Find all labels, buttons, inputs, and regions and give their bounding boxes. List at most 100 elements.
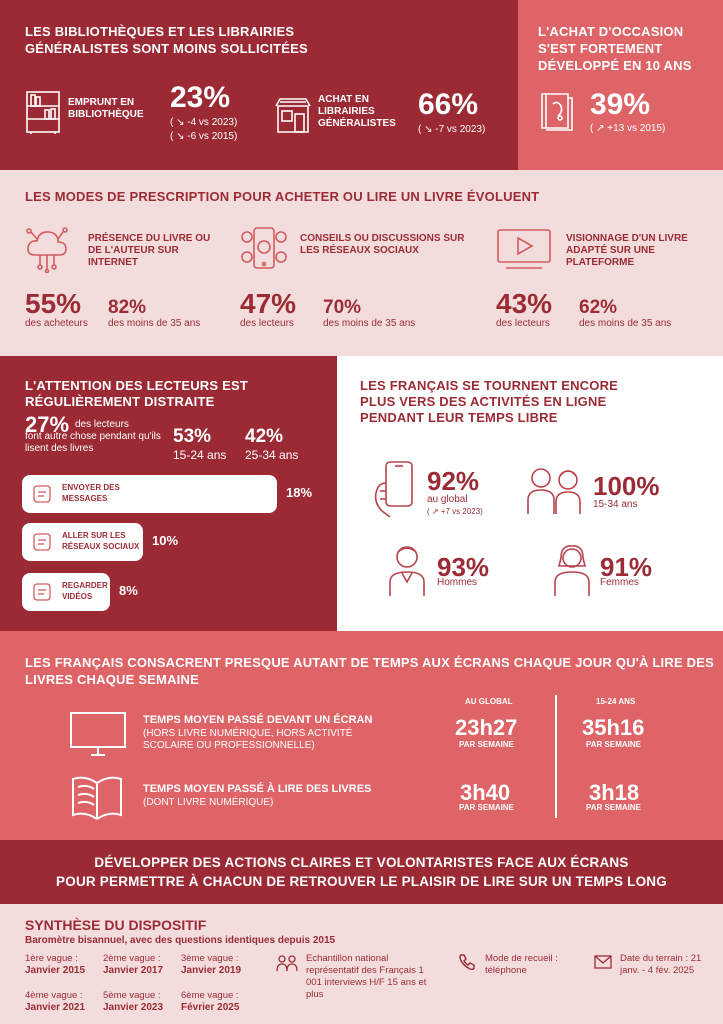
young-online-value: 100% xyxy=(593,471,660,501)
collection-mode: Mode de recueil : téléphone xyxy=(485,953,558,976)
internet-presence-label: PRÉSENCE DU LIVRE OU DE L'AUTEUR SUR INT… xyxy=(88,233,211,268)
methodology-section: SYNTHÈSE DU DISPOSITIF Baromètre bisannu… xyxy=(0,904,723,1024)
video-adaptation-label: VISIONNAGE D'UN LIVRE ADAPTÉ SUR UNE PLA… xyxy=(566,233,688,268)
distraction-bar-label: ALLER SUR LES RÉSEAUX SOCIAUX xyxy=(62,531,140,551)
library-loan-delta-2015: ( ↘ -6 vs 2015) xyxy=(170,131,238,142)
bookstore-icon xyxy=(275,96,311,134)
man-icon xyxy=(387,544,427,598)
second-hand-section: L'ACHAT D'OCCASION S'EST FORTEMENT DÉVEL… xyxy=(518,0,723,170)
wave-number: 2ème vague : xyxy=(103,953,161,964)
second-hand-value: 39% xyxy=(590,88,651,121)
age-15-24-label: 15-24 ans xyxy=(173,448,227,462)
social-young-caption: des moins de 35 ans xyxy=(323,318,416,329)
screen-time-youth-unit: PAR SEMAINE xyxy=(586,740,641,749)
bookstore-delta: ( ↘ -7 vs 2023) xyxy=(418,124,486,135)
social-young-value: 70% xyxy=(323,297,362,318)
distraction-bar: ALLER SUR LES RÉSEAUX SOCIAUX xyxy=(22,523,143,561)
men-online-value: 93% xyxy=(437,552,490,582)
reading-time-note: (DONT LIVRE NUMÉRIQUE) xyxy=(143,797,274,808)
bookstore-label: ACHAT EN LIBRAIRIES GÉNÉRALISTES xyxy=(318,94,396,129)
social-readers-caption: des lecteurs xyxy=(240,318,294,329)
distracted-caption-1: des lecteurs xyxy=(75,419,129,430)
methodology-subtitle: Baromètre bisannuel, avec des questions … xyxy=(25,935,336,946)
distraction-bar: REGARDER DES VIDÉOS xyxy=(22,573,126,611)
library-loan-value: 23% xyxy=(170,81,231,114)
open-book-icon xyxy=(69,771,125,823)
wave-date: Janvier 2019 xyxy=(181,965,242,976)
screen-time-label: TEMPS MOYEN PASSÉ DEVANT UN ÉCRAN xyxy=(143,714,373,726)
social-media-phone-icon xyxy=(240,225,288,273)
video-young-value: 62% xyxy=(579,297,618,318)
message-icon xyxy=(32,484,52,504)
distraction-bar: ENVOYER DES MESSAGES xyxy=(22,475,277,513)
age-25-34-label: 25-34 ans xyxy=(245,448,299,462)
internet-young-caption: des moins de 35 ans xyxy=(108,318,201,329)
screen-time-title: LES FRANÇAIS CONSACRENT PRESQUE AUTANT D… xyxy=(25,655,714,687)
phone-icon xyxy=(458,953,476,971)
screen-time-section: LES FRANÇAIS CONSACRENT PRESQUE AUTANT D… xyxy=(0,631,723,840)
internet-buyers-caption: des acheteurs xyxy=(25,318,88,329)
women-online-value: 91% xyxy=(600,552,653,582)
wave-number: 6ème vague : xyxy=(181,990,239,1001)
library-loan-label: EMPRUNT EN BIBLIOTHÈQUE xyxy=(68,97,144,120)
wave-date: Janvier 2021 xyxy=(25,1002,86,1013)
young-online-label: 15-34 ans xyxy=(593,499,638,510)
video-readers-value: 43% xyxy=(496,288,553,319)
screen-time-global-value: 23h27 xyxy=(455,715,518,740)
reading-time-global-value: 3h40 xyxy=(460,780,511,805)
woman-icon xyxy=(552,544,592,598)
monitor-icon xyxy=(69,711,127,757)
global-online-value: 92% xyxy=(427,466,480,496)
hand-smartphone-icon xyxy=(370,459,418,519)
global-online-delta: ( ↗ +7 vs 2023) xyxy=(427,507,483,516)
video-platform-icon xyxy=(496,228,552,270)
distraction-bar-value: 10% xyxy=(152,533,179,548)
screen-time-global-unit: PAR SEMAINE xyxy=(459,740,514,749)
libraries-title: LES BIBLIOTHÈQUES ET LES LIBRAIRIES GÉNÉ… xyxy=(25,24,308,56)
wave-number: 5ème vague : xyxy=(103,990,161,1001)
prescription-section: LES MODES DE PRESCRIPTION POUR ACHETER O… xyxy=(0,170,723,356)
young-people-icon xyxy=(524,464,586,516)
wave-number: 3ème vague : xyxy=(181,953,239,964)
video-icon xyxy=(32,582,52,602)
used-book-icon xyxy=(538,90,574,132)
second-hand-title: L'ACHAT D'OCCASION S'EST FORTEMENT DÉVEL… xyxy=(538,24,692,73)
distraction-bar-label: REGARDER DES VIDÉOS xyxy=(62,581,127,601)
distraction-bar-value: 18% xyxy=(286,485,313,500)
call-to-action-banner: DÉVELOPPER DES ACTIONS CLAIRES ET VOLONT… xyxy=(0,840,723,904)
social-readers-value: 47% xyxy=(240,288,297,319)
men-online-label: Hommes xyxy=(437,577,478,588)
attention-title: L'ATTENTION DES LECTEURS EST RÉGULIÈREME… xyxy=(25,378,248,409)
women-online-label: Femmes xyxy=(600,577,639,588)
reading-time-global-unit: PAR SEMAINE xyxy=(459,803,514,812)
library-icon xyxy=(25,90,61,134)
methodology-title: SYNTHÈSE DU DISPOSITIF xyxy=(25,917,207,933)
second-hand-delta: ( ↗ +13 vs 2015) xyxy=(590,123,666,134)
wave-date: Janvier 2023 xyxy=(103,1002,164,1013)
cloud-network-icon xyxy=(25,225,69,273)
sample-description: Echantillon national représentatif des F… xyxy=(306,953,427,1000)
distraction-bar-value: 8% xyxy=(119,583,138,598)
call-to-action-line-2: POUR PERMETTRE À CHACUN DE RETROUVER LE … xyxy=(56,874,667,889)
distracted-value: 27% xyxy=(25,412,70,437)
internet-buyers-value: 55% xyxy=(25,288,82,319)
people-icon xyxy=(276,954,298,972)
screen-time-youth-value: 35h16 xyxy=(582,715,645,740)
reading-time-youth-value: 3h18 xyxy=(589,780,640,805)
distraction-bar-label: ENVOYER DES MESSAGES xyxy=(62,483,120,503)
internet-young-value: 82% xyxy=(108,297,147,318)
age-25-34-value: 42% xyxy=(245,426,284,447)
libraries-section: LES BIBLIOTHÈQUES ET LES LIBRAIRIES GÉNÉ… xyxy=(0,0,518,170)
wave-number: 4ème vague : xyxy=(25,990,83,1001)
attention-section: L'ATTENTION DES LECTEURS EST RÉGULIÈREME… xyxy=(0,356,337,631)
wave-date: Janvier 2015 xyxy=(25,965,86,976)
youth-column-header: 15-24 ANS xyxy=(596,697,636,706)
global-column-header: AU GLOBAL xyxy=(465,697,513,706)
reading-time-label: TEMPS MOYEN PASSÉ À LIRE DES LIVRES xyxy=(143,783,372,795)
reading-time-youth-unit: PAR SEMAINE xyxy=(586,803,641,812)
global-online-label: au global xyxy=(427,494,468,505)
social-network-icon xyxy=(32,532,52,552)
fieldwork-dates: Date du terrain : 21 janv. - 4 fév. 2025 xyxy=(620,953,702,976)
social-advice-label: CONSEILS OU DISCUSSIONS SUR LES RÉSEAUX … xyxy=(300,233,465,256)
